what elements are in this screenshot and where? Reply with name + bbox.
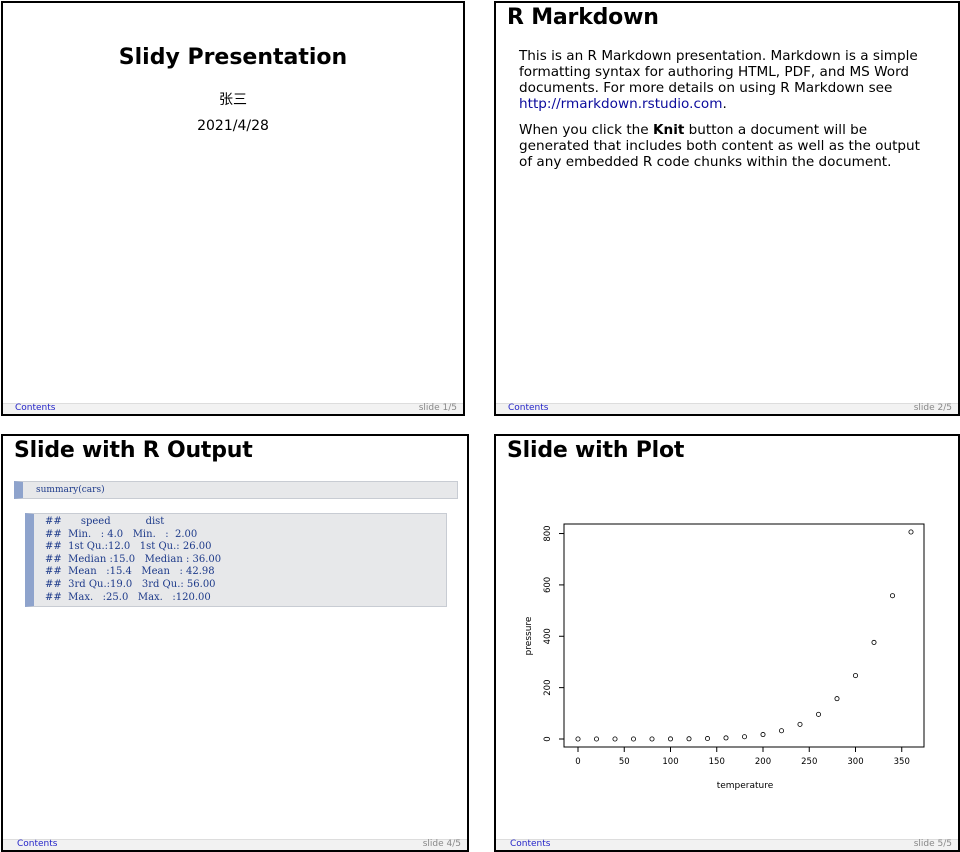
data-point xyxy=(686,736,692,742)
code-input-block: summary(cars) xyxy=(14,481,458,499)
slide-footer: Contents slide 1/5 xyxy=(3,403,463,414)
slide-footer: Contents slide 5/5 xyxy=(496,839,958,850)
slide-2: R Markdown This is an R Markdown present… xyxy=(494,1,960,416)
data-point xyxy=(852,673,858,679)
presentation-title: Slidy Presentation xyxy=(118,45,348,70)
data-point xyxy=(612,736,618,742)
data-point xyxy=(797,721,803,727)
data-point xyxy=(649,736,655,742)
code-input: summary(cars) xyxy=(36,485,105,495)
x-tick-label: 350 xyxy=(894,757,910,767)
x-tick-label: 150 xyxy=(709,757,725,767)
presentation-date: 2021/4/28 xyxy=(197,118,269,134)
y-tick-label: 600 xyxy=(543,577,553,593)
slide-title: R Markdown xyxy=(507,5,659,30)
data-point xyxy=(815,711,821,717)
plot-frame xyxy=(563,523,925,748)
paragraph-text: When you click the xyxy=(519,122,653,138)
rmarkdown-link[interactable]: http://rmarkdown.rstudio.com xyxy=(519,96,723,112)
data-point xyxy=(594,736,600,742)
slide-title: Slide with Plot xyxy=(507,438,685,463)
data-point xyxy=(723,735,729,741)
paragraph-text: This is an R Markdown presentation. Mark… xyxy=(519,48,918,96)
contents-link[interactable]: Contents xyxy=(508,403,549,413)
x-tick-label: 0 xyxy=(575,757,580,767)
data-point xyxy=(631,736,637,742)
slide-number: slide 2/5 xyxy=(913,403,952,413)
knit-bold-text: Knit xyxy=(652,122,685,138)
y-axis: 0 200 400 600 800 xyxy=(543,525,565,742)
contents-link[interactable]: Contents xyxy=(15,403,56,413)
x-axis: 0 50 100 150 200 250 300 350 xyxy=(575,746,910,767)
slide-number: slide 5/5 xyxy=(913,839,952,849)
slide-footer: Contents slide 2/5 xyxy=(496,403,958,414)
y-tick-label: 400 xyxy=(543,628,553,644)
slide-1: Slidy Presentation 张三 2021/4/28 Contents… xyxy=(1,1,465,416)
y-tick-label: 800 xyxy=(543,525,553,541)
scatter-plot: 0 50 100 150 200 250 300 350 0 200 400 600 800 temp… xyxy=(524,523,925,791)
data-point xyxy=(889,593,895,599)
slide-footer: Contents slide 4/5 xyxy=(3,839,467,850)
data-point xyxy=(908,529,914,535)
y-tick-label: 0 xyxy=(543,736,553,741)
slide-title: Slide with R Output xyxy=(14,438,253,463)
paragraph-2: When you click the Knit button a documen… xyxy=(519,122,929,170)
data-point xyxy=(871,639,877,645)
data-point xyxy=(778,728,784,734)
paragraph-end: . xyxy=(722,96,727,112)
code-output: ## speed dist ## Min. : 4.0 Min. : 2.00 … xyxy=(45,516,222,603)
code-output-block: ## speed dist ## Min. : 4.0 Min. : 2.00 … xyxy=(25,513,447,607)
data-point xyxy=(760,732,766,738)
presentation-author: 张三 xyxy=(219,92,247,108)
data-points xyxy=(575,529,914,742)
x-tick-label: 50 xyxy=(619,757,630,767)
data-point xyxy=(667,736,673,742)
contents-link[interactable]: Contents xyxy=(17,839,58,849)
slide-body: This is an R Markdown presentation. Mark… xyxy=(519,48,929,180)
slide-number: slide 1/5 xyxy=(418,403,457,413)
y-axis-label: pressure xyxy=(524,616,534,655)
paragraph-text: button a document will be generated that… xyxy=(519,122,920,170)
data-point xyxy=(834,696,840,702)
data-point xyxy=(741,734,747,740)
paragraph-1: This is an R Markdown presentation. Mark… xyxy=(519,48,929,112)
data-point xyxy=(704,736,710,742)
slide-number: slide 4/5 xyxy=(422,839,461,849)
x-tick-label: 300 xyxy=(847,757,863,767)
x-tick-label: 200 xyxy=(755,757,771,767)
slide-4: Slide with R Output summary(cars) ## spe… xyxy=(1,434,469,852)
contents-link[interactable]: Contents xyxy=(510,839,551,849)
data-point xyxy=(575,736,581,742)
x-tick-label: 250 xyxy=(801,757,817,767)
x-tick-label: 100 xyxy=(662,757,678,767)
y-tick-label: 200 xyxy=(543,680,553,696)
x-axis-label: temperature xyxy=(717,781,774,791)
slide-5: Slide with Plot 0 50 100 150 200 250 300 350 0 2… xyxy=(494,434,960,852)
